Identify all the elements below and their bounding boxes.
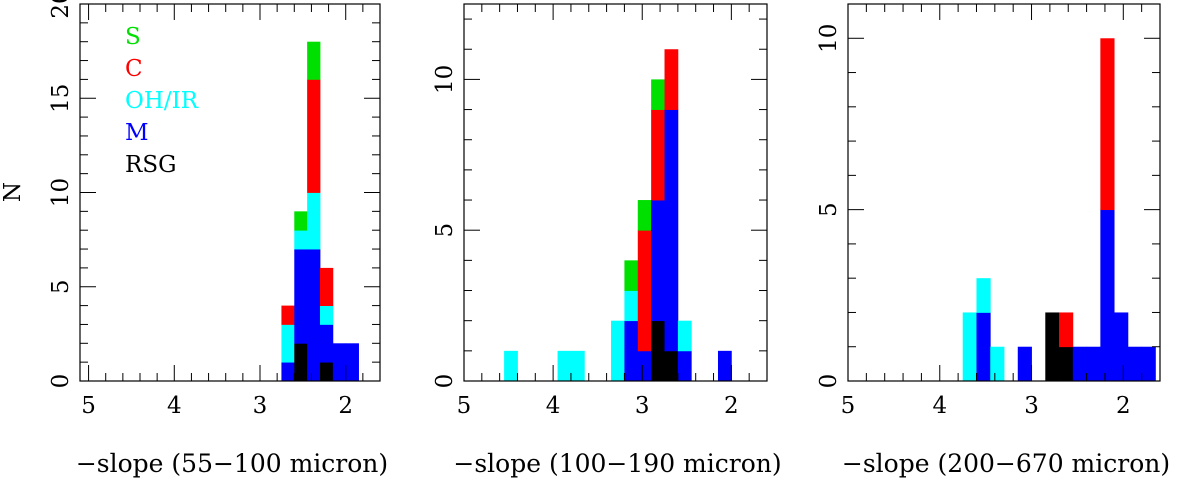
x-tick-label: 3 xyxy=(635,393,650,419)
axes-frame xyxy=(847,3,1161,382)
y-tick-label: 5 xyxy=(432,223,458,238)
bar-segment-ohir-3 xyxy=(570,350,585,382)
bar-segment-rsg-2 xyxy=(294,343,308,382)
bar-segment-s-7 xyxy=(651,79,665,110)
legend-entry-ohir: OH/IR xyxy=(125,88,199,114)
bar-segment-rsg-4 xyxy=(320,362,334,382)
bar-segment-m-4 xyxy=(320,324,334,363)
bar-segment-rsg-7 xyxy=(651,320,665,382)
x-tick-label: 4 xyxy=(546,393,561,419)
bar-segment-c-9 xyxy=(1100,38,1115,211)
bar-segment-c-4 xyxy=(320,267,334,306)
bar-segment-m-10 xyxy=(717,350,732,382)
y-tick-label: 0 xyxy=(48,374,74,389)
legend-entry-s: S xyxy=(125,24,141,50)
bar-segment-m-2 xyxy=(294,249,308,344)
bar-segment-ohir-5 xyxy=(624,290,639,322)
x-axis-title: −slope (55−100 micron) xyxy=(76,449,388,478)
y-tick-label: 10 xyxy=(432,65,458,94)
x-axis-title: −slope (100−190 micron) xyxy=(453,449,781,478)
bar-segment-m-6 xyxy=(637,350,652,382)
y-tick-label: 15 xyxy=(48,84,74,113)
bar-segment-m-6 xyxy=(345,343,359,382)
y-tick-label: 10 xyxy=(816,24,842,53)
y-tick-label: 0 xyxy=(816,374,842,389)
bar-segment-ohir-1 xyxy=(504,350,518,382)
bar-segment-c-7 xyxy=(651,109,665,201)
axes-frame xyxy=(463,3,768,382)
bar-segment-m-4 xyxy=(1017,346,1032,382)
bar-segment-c-6 xyxy=(637,230,652,352)
bar-segment-ohir-9 xyxy=(677,320,692,352)
chart-panel-2: 5 4 3 2 0 5 10 −slope (100−190 micron) xyxy=(432,3,782,478)
bar-segment-m-10 xyxy=(1114,312,1129,382)
x-tick-label: 3 xyxy=(1024,393,1039,419)
legend-entry-m: M xyxy=(125,120,149,146)
bar-segment-m-12 xyxy=(1141,346,1156,382)
x-tick-label: 4 xyxy=(932,393,947,419)
bar-segment-m-7 xyxy=(1072,346,1087,382)
bar-segment-m-9 xyxy=(677,350,692,382)
bar-segment-m-8 xyxy=(664,109,679,352)
bar-segment-m-9 xyxy=(1100,209,1115,382)
bar-segment-ohir-2 xyxy=(294,230,308,250)
bar-segment-m-2 xyxy=(976,312,991,382)
bar-segment-ohir-4 xyxy=(320,305,334,325)
x-tick-label: 5 xyxy=(81,393,96,419)
bar-segment-c-1 xyxy=(281,305,295,325)
x-tick-label: 3 xyxy=(253,393,268,419)
legend-entry-c: C xyxy=(125,56,143,82)
chart-panel-3: 5 4 3 2 0 5 10 −slope (200−670 micron) xyxy=(816,3,1170,478)
legend-entry-rsg: RSG xyxy=(125,152,176,178)
bar-segment-s-3 xyxy=(307,41,321,80)
bar-segment-ohir-2 xyxy=(976,278,991,313)
y-tick-label: 5 xyxy=(816,202,842,217)
x-tick-label: 5 xyxy=(457,393,472,419)
bar-segment-s-2 xyxy=(294,211,308,231)
bar-segment-ohir-1 xyxy=(281,324,295,363)
x-tick-label: 2 xyxy=(338,393,353,419)
y-tick-label: 5 xyxy=(48,279,74,294)
bar-segment-ohir-1 xyxy=(962,312,977,382)
bar-segment-rsg-8 xyxy=(664,350,679,382)
bar-segment-c-8 xyxy=(664,49,679,110)
x-tick-label: 2 xyxy=(1116,393,1131,419)
bar-segment-ohir-2 xyxy=(557,350,572,382)
bar-segment-ohir-3 xyxy=(990,346,1005,382)
bar-segment-rsg-6 xyxy=(1059,346,1074,382)
bar-segment-c-3 xyxy=(307,79,321,193)
bar-segment-m-3 xyxy=(307,249,321,382)
x-tick-label: 4 xyxy=(167,393,182,419)
bar-segment-ohir-4 xyxy=(611,320,625,382)
y-tick-label: 20 xyxy=(48,0,74,19)
bar-segment-m-11 xyxy=(1127,346,1143,382)
x-tick-label: 5 xyxy=(841,393,856,419)
x-tick-label: 2 xyxy=(724,393,739,419)
y-axis-title: N xyxy=(0,182,26,202)
bar-segment-ohir-3 xyxy=(307,192,321,250)
bar-segment-c-6 xyxy=(1059,312,1074,348)
bar-segment-m-7 xyxy=(651,200,665,322)
y-tick-label: 10 xyxy=(48,178,74,207)
x-axis-title: −slope (200−670 micron) xyxy=(842,449,1170,478)
bar-segment-s-6 xyxy=(637,200,652,231)
bar-segment-rsg-5 xyxy=(1045,312,1060,382)
bar-segment-m-8 xyxy=(1086,346,1101,382)
y-tick-label: 0 xyxy=(432,374,458,389)
bar-segment-m-1 xyxy=(281,362,295,382)
bar-segment-m-5 xyxy=(332,343,347,382)
bar-segment-m-5 xyxy=(624,320,639,382)
bar-segment-s-5 xyxy=(624,260,639,291)
